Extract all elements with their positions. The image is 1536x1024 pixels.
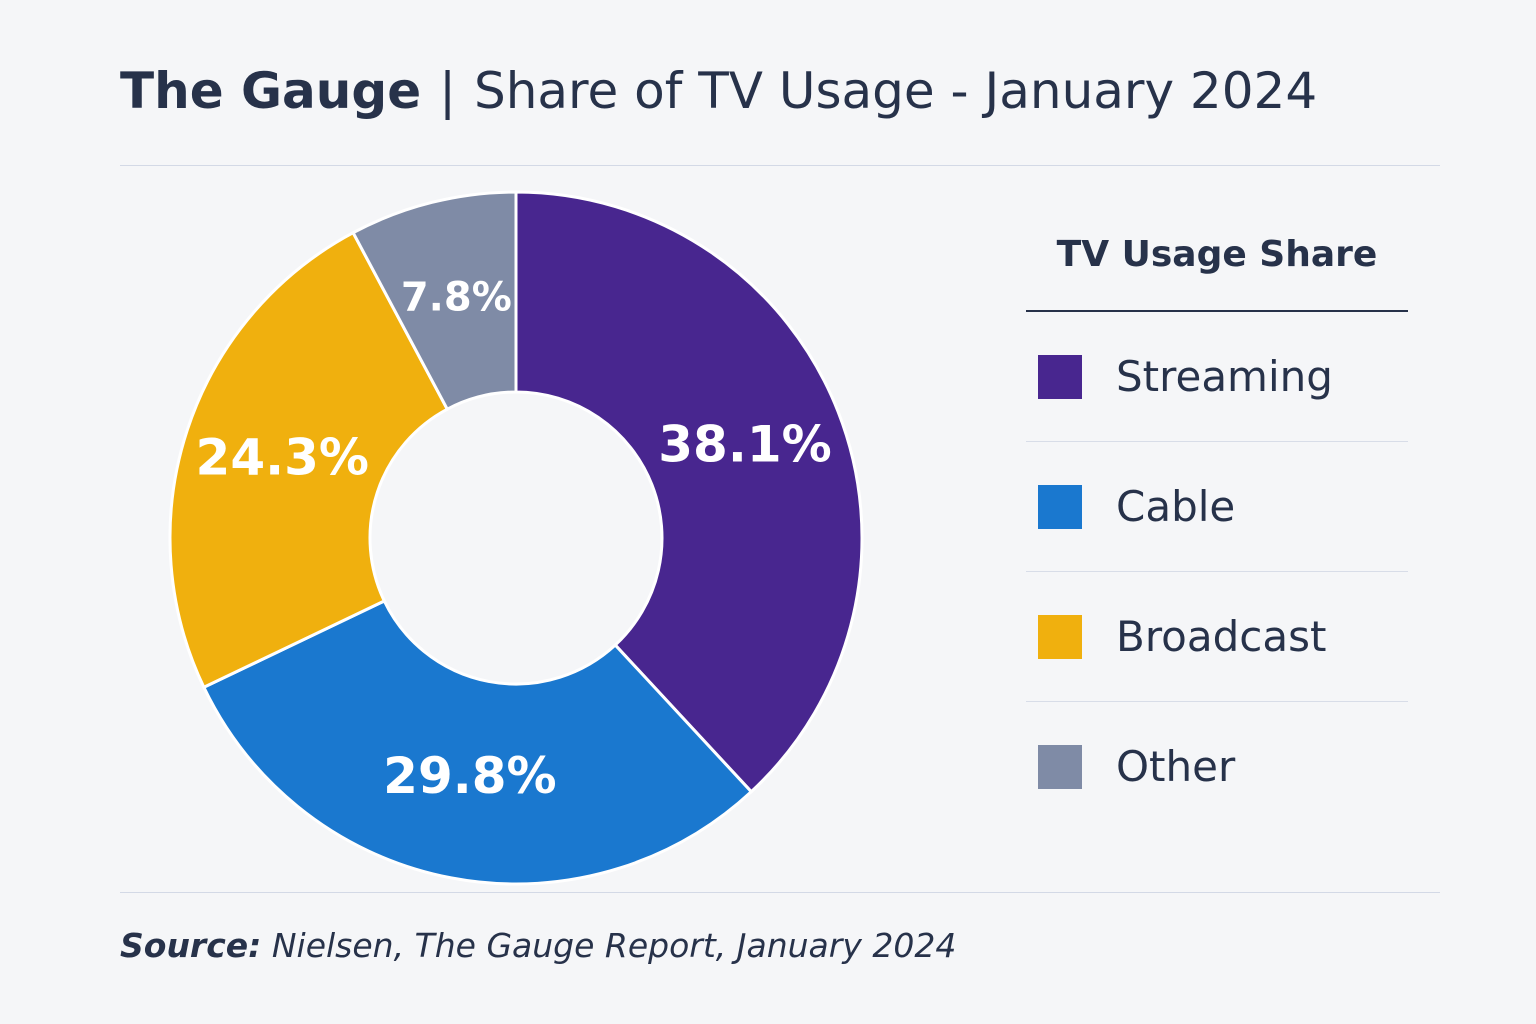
- legend-swatch-streaming: [1038, 354, 1082, 399]
- slice-label-cable: 29.8%: [383, 747, 556, 805]
- legend-label-cable: Cable: [1116, 482, 1236, 531]
- legend-item-streaming: Streaming: [1026, 312, 1408, 442]
- title-rest: Share of TV Usage - January 2024: [473, 62, 1318, 120]
- slice-other: [351, 190, 518, 412]
- source-text: Nielsen, The Gauge Report, January 2024: [271, 926, 957, 965]
- legend-label-other: Other: [1116, 742, 1236, 791]
- slice-broadcast: [168, 230, 450, 690]
- donut-chart: 38.1% 29.8% 24.3% 7.8%: [168, 190, 864, 886]
- top-divider: [120, 165, 1440, 166]
- title-separator: |: [439, 62, 456, 120]
- legend-title: TV Usage Share: [1026, 222, 1408, 312]
- slice-label-streaming: 38.1%: [658, 416, 831, 474]
- legend-item-cable: Cable: [1026, 442, 1408, 572]
- source-label: Source:: [120, 926, 262, 965]
- legend-item-other: Other: [1026, 702, 1408, 831]
- title-bold: The Gauge: [120, 62, 422, 120]
- source-note: Source: Nielsen, The Gauge Report, Janua…: [120, 926, 956, 965]
- chart-title: The Gauge | Share of TV Usage - January 20…: [120, 64, 1317, 119]
- legend-swatch-broadcast: [1038, 614, 1082, 659]
- legend-swatch-other: [1038, 744, 1082, 789]
- slice-label-other: 7.8%: [401, 274, 512, 320]
- slice-streaming: [514, 190, 864, 794]
- slice-cable: [201, 598, 754, 886]
- legend-item-broadcast: Broadcast: [1026, 572, 1408, 702]
- slice-label-broadcast: 24.3%: [196, 429, 369, 487]
- bottom-divider: [120, 892, 1440, 893]
- legend-swatch-cable: [1038, 484, 1082, 529]
- legend-label-broadcast: Broadcast: [1116, 612, 1327, 661]
- legend: TV Usage Share Streaming Cable Broadcast…: [1026, 222, 1408, 831]
- legend-label-streaming: Streaming: [1116, 352, 1333, 401]
